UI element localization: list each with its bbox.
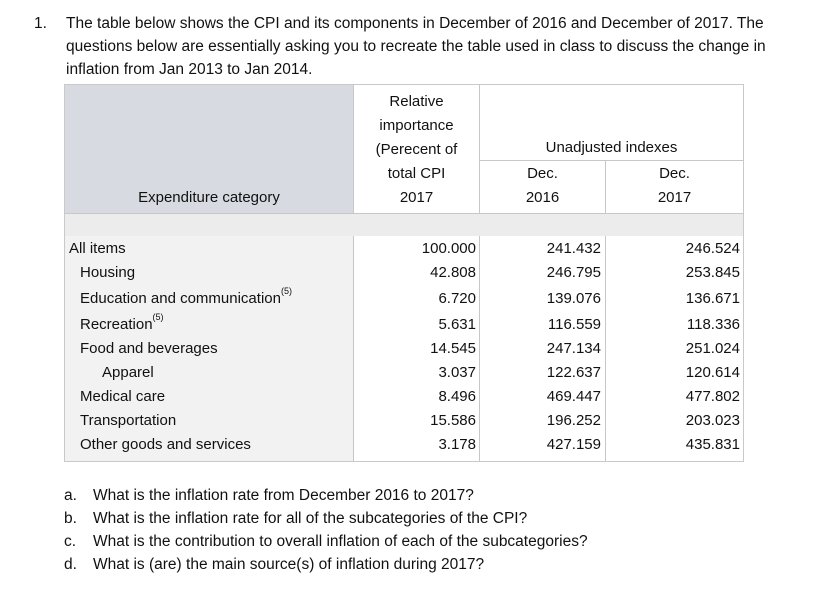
row-category-label: Transportation <box>80 412 177 429</box>
subquestion-label: d. <box>64 556 77 573</box>
subquestion-text: What is the contribution to overall infl… <box>93 533 588 550</box>
row-dec2016-index: 116.559 <box>547 316 601 333</box>
row-relative-importance: 42.808 <box>430 264 476 281</box>
header-dec2016-year: 2016 <box>525 189 560 206</box>
header-relative-line-5: 2017 <box>399 189 434 206</box>
row-dec2017-index: 477.802 <box>685 388 740 405</box>
row-dec2017-index: 435.831 <box>685 436 740 453</box>
row-relative-importance: 6.720 <box>438 290 476 307</box>
subquestion: d. What is (are) the main source(s) of in… <box>64 553 764 576</box>
row-dec2017-index: 203.023 <box>685 412 740 429</box>
header-relative-line-2: importance <box>379 117 454 134</box>
row-dec2017-index: 246.524 <box>685 240 740 257</box>
row-category: Food and beverages <box>80 340 218 357</box>
row-dec2016-index: 122.637 <box>546 364 601 381</box>
header-relative-line-4: total CPI <box>387 165 446 182</box>
row-dec2017-index: 136.671 <box>685 290 740 307</box>
row-footnote-marker: (5) <box>152 312 164 322</box>
row-dec2017-index: 253.845 <box>685 264 740 281</box>
subquestion: c. What is the contribution to overall in… <box>64 530 764 553</box>
row-relative-importance: 15.586 <box>430 412 476 429</box>
table-row: Food and beverages 14.545 247.134 251.024 <box>65 337 743 361</box>
table-row: Medical care 8.496 469.447 477.802 <box>65 385 743 409</box>
row-category-label: Housing <box>80 264 136 281</box>
row-category-label: Other goods and services <box>80 436 251 453</box>
subquestion-text: What is (are) the main source(s) of infl… <box>93 556 485 573</box>
subquestion: a. What is the inflation rate from Decemb… <box>64 484 764 507</box>
row-category: Housing <box>80 264 135 281</box>
table-row: All items 100.000 241.432 246.524 <box>65 237 743 261</box>
row-category: Education and communication(5) <box>80 286 292 307</box>
row-category-label: Food and beverages <box>80 340 218 357</box>
body-dec2016-column <box>480 236 606 461</box>
table-row: Recreation(5) 5.631 116.559 118.336 <box>65 312 743 337</box>
subquestion-label: b. <box>64 510 77 527</box>
question-text: The table below shows the CPI and its co… <box>66 15 766 78</box>
header-indexes-cell <box>480 85 743 213</box>
cpi-table: Expenditure category Relative importance… <box>64 84 744 462</box>
row-category: All items <box>69 240 126 257</box>
subquestion-text: What is the inflation rate for all of th… <box>93 510 528 527</box>
header-subdivider <box>480 160 743 161</box>
body-category-column <box>65 236 354 461</box>
header-dec2017-month: Dec. <box>659 165 690 182</box>
header-dec2017-year: 2017 <box>657 189 692 206</box>
table-row: Education and communication(5) 6.720 139.0… <box>65 286 743 311</box>
header-relative-line-1: Relative <box>389 93 444 110</box>
row-category: Recreation(5) <box>80 312 164 333</box>
row-category-label: Apparel <box>102 364 154 381</box>
body-relative-column <box>354 236 480 461</box>
row-category-label: Recreation <box>80 316 153 333</box>
table-row: Other goods and services 3.178 427.159 435.… <box>65 433 743 457</box>
row-category-label: Medical care <box>80 388 166 405</box>
header-dec2016-month: Dec. <box>527 165 558 182</box>
header-column-divider <box>605 161 606 213</box>
row-footnote-marker: (5) <box>280 286 292 296</box>
row-relative-importance: 5.631 <box>438 316 476 333</box>
subquestion: b. What is the inflation rate for all of … <box>64 507 764 530</box>
row-category: Medical care <box>80 388 165 405</box>
row-category: Apparel <box>102 364 154 381</box>
table-row: Transportation 15.586 196.252 203.023 <box>65 409 743 433</box>
row-dec2017-index: 120.614 <box>685 364 740 381</box>
header-category-cell <box>65 85 354 213</box>
subquestion-label: c. <box>64 533 77 550</box>
row-dec2016-index: 469.447 <box>546 388 601 405</box>
row-relative-importance: 8.496 <box>438 388 476 405</box>
row-dec2016-index: 247.134 <box>546 340 601 357</box>
row-dec2016-index: 427.159 <box>546 436 601 453</box>
header-unadjusted-indexes: Unadjusted indexes <box>545 139 678 156</box>
row-dec2016-index: 246.795 <box>546 264 601 281</box>
row-category-label: All items <box>69 240 126 257</box>
row-category: Transportation <box>80 412 176 429</box>
subquestion-list: a. What is the inflation rate from Decemb… <box>64 484 764 576</box>
header-expenditure-category: Expenditure category <box>138 189 280 206</box>
row-dec2016-index: 139.076 <box>546 290 601 307</box>
row-dec2017-index: 118.336 <box>686 316 740 333</box>
header-separator-row <box>65 213 743 237</box>
row-dec2017-index: 251.024 <box>685 340 740 357</box>
subquestion-text: What is the inflation rate from December… <box>93 487 474 504</box>
row-dec2016-index: 241.432 <box>546 240 601 257</box>
row-relative-importance: 3.037 <box>438 364 476 381</box>
header-relative-cell <box>354 85 480 213</box>
table-row: Housing 42.808 246.795 253.845 <box>65 261 743 285</box>
row-dec2016-index: 196.252 <box>546 412 601 429</box>
row-relative-importance: 3.178 <box>438 436 476 453</box>
row-relative-importance: 14.545 <box>430 340 476 357</box>
row-relative-importance: 100.000 <box>421 240 476 257</box>
row-category-label: Education and communication <box>80 290 281 307</box>
table-row: Apparel 3.037 122.637 120.614 <box>65 361 743 385</box>
row-category: Other goods and services <box>80 436 251 453</box>
subquestion-label: a. <box>64 487 77 504</box>
body-dec2017-column <box>606 236 743 461</box>
header-relative-line-3: (Perecent of <box>375 141 458 158</box>
question-number: 1. <box>34 15 47 32</box>
